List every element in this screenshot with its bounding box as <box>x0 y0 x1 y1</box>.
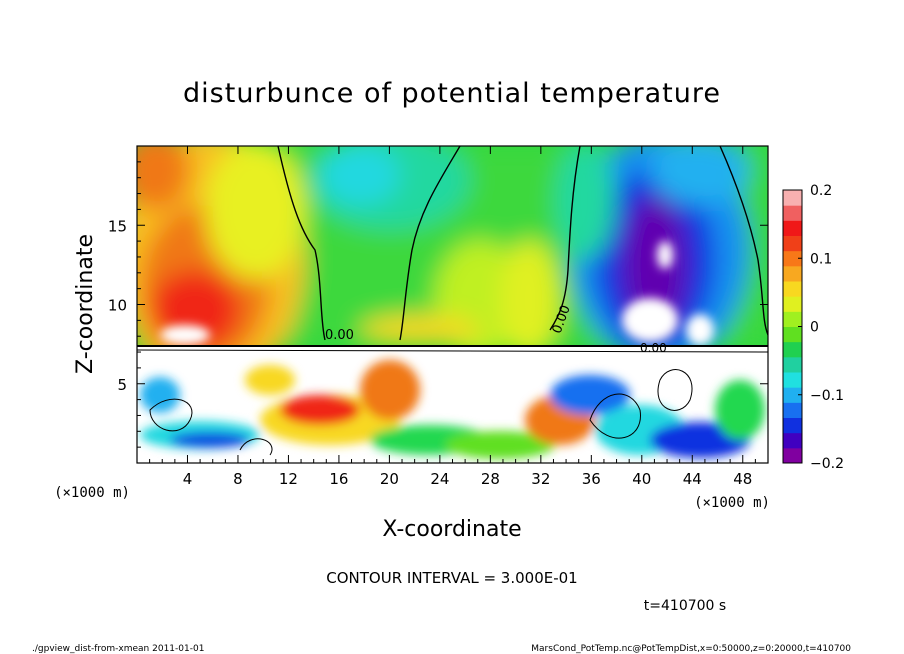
colorbar: 0.2 0.1 0 −0.1 −0.2 <box>782 183 844 472</box>
colorbar-segment <box>783 235 802 252</box>
contour-lines <box>137 146 768 456</box>
contour-interval-note: CONTOUR INTERVAL = 3.000E-01 <box>326 569 577 587</box>
chart-title: disturbunce of potential temperature <box>183 78 721 109</box>
colorbar-segment <box>783 372 802 388</box>
colorbar-segment <box>783 190 802 206</box>
x-tick-label: 12 <box>279 470 298 488</box>
lower-field <box>137 346 768 463</box>
y-tick-label: 10 <box>108 297 127 315</box>
colorbar-tick-label: −0.2 <box>810 456 844 472</box>
x-tick-label: 44 <box>683 470 702 488</box>
x-tick-label: 48 <box>733 470 752 488</box>
contour-label-1: 0.00 <box>325 328 354 343</box>
colorbar-segment <box>783 250 802 267</box>
footer-left: ./gpview_dist-from-xmean 2011-01-01 <box>32 644 204 654</box>
y-axis-unit: (×1000 m) <box>54 485 130 501</box>
colorbar-tick-label: 0.1 <box>810 251 832 267</box>
x-axis-unit: (×1000 m) <box>694 495 770 511</box>
x-tick-label: 28 <box>481 470 500 488</box>
x-axis-title: X-coordinate <box>382 517 521 542</box>
colorbar-segment <box>783 447 802 464</box>
colorbar-segment <box>783 417 802 434</box>
colorbar-segment <box>783 205 802 221</box>
colorbar-segment <box>783 326 802 343</box>
x-tick-label: 8 <box>233 470 243 488</box>
high-value-patches <box>160 241 714 346</box>
colorbar-segment <box>783 402 802 418</box>
colorbar-segment <box>783 311 802 327</box>
x-axis: 4 8 12 16 20 24 28 32 36 40 44 48 <box>149 146 756 488</box>
colorbar-segment <box>783 387 802 403</box>
footer-right: MarsCond_PotTemp.nc@PotTempDist,x=0:5000… <box>531 644 851 654</box>
colorbar-segment <box>783 432 802 449</box>
colorbar-segment <box>783 341 802 358</box>
contour-label-3: 0.00 <box>640 341 667 355</box>
y-tick-label: 15 <box>108 217 127 235</box>
x-tick-label: 16 <box>329 470 348 488</box>
colorbar-segment <box>783 265 802 282</box>
x-tick-label: 40 <box>632 470 651 488</box>
x-tick-label: 20 <box>380 470 399 488</box>
colorbar-segment <box>783 296 802 312</box>
colorbar-tick-label: 0.2 <box>810 183 832 199</box>
y-tick-label: 5 <box>117 376 127 394</box>
time-note: t=410700 s <box>644 598 726 614</box>
colorbar-tick-label: −0.1 <box>810 388 844 404</box>
colorbar-tick-label: 0 <box>810 320 819 336</box>
colorbar-segment <box>783 220 802 236</box>
plot-area: 0.00 0.00 0.00 <box>137 146 768 463</box>
colorbar-segment <box>783 356 802 373</box>
y-axis: 5 10 15 <box>108 161 768 448</box>
x-tick-label: 32 <box>531 470 550 488</box>
colorbar-segment <box>783 281 802 297</box>
x-tick-label: 36 <box>582 470 601 488</box>
x-tick-label: 4 <box>183 470 193 488</box>
y-axis-title: Z-coordinate <box>73 234 98 374</box>
x-tick-label: 24 <box>430 470 449 488</box>
